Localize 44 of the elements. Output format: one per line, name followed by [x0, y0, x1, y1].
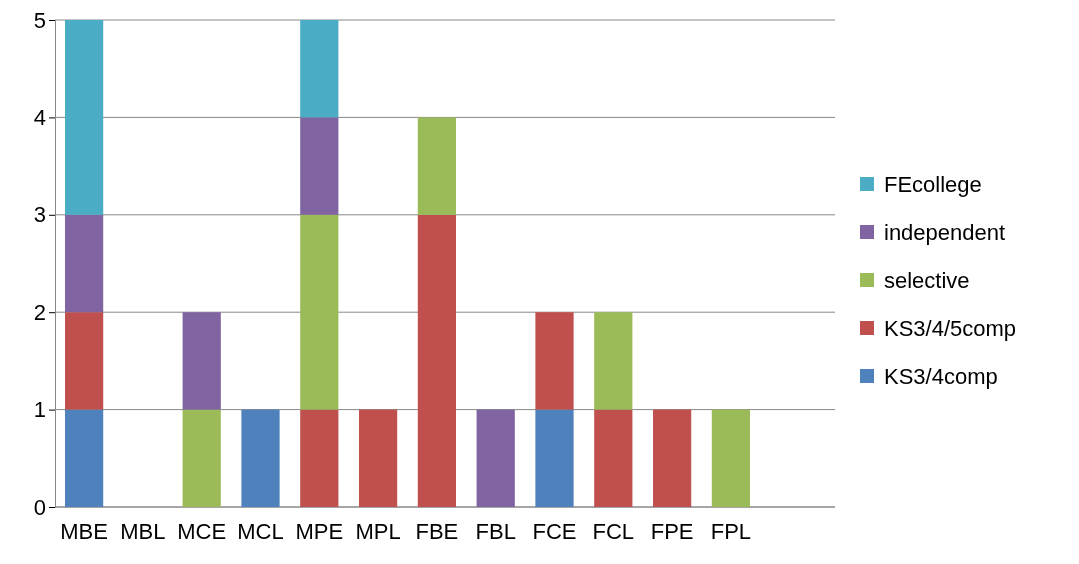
y-tick-label: 4	[33, 104, 46, 130]
bar	[300, 117, 339, 215]
bar	[300, 409, 339, 507]
bar	[300, 20, 339, 118]
legend-label: independent	[884, 220, 1006, 245]
x-tick-label: FCE	[532, 518, 577, 544]
bar	[535, 312, 574, 410]
bar	[417, 214, 457, 507]
bar	[65, 20, 104, 215]
bar	[594, 409, 633, 507]
legend-label: FEcollege	[884, 172, 982, 197]
x-tick-label: MPE	[295, 518, 344, 544]
y-tick-label: 1	[33, 397, 46, 423]
x-tick-label: MCE	[177, 518, 227, 544]
bar	[65, 312, 104, 410]
bar	[417, 117, 457, 215]
x-tick-label: FCL	[592, 518, 635, 544]
bar	[65, 214, 104, 313]
bar	[535, 409, 574, 507]
bar	[241, 409, 280, 507]
legend-label: KS3/4comp	[884, 364, 998, 389]
x-tick-label: MBE	[60, 518, 108, 544]
bar	[652, 409, 692, 507]
x-tick-label: FBL	[475, 518, 516, 544]
bar	[300, 214, 339, 410]
legend-label: selective	[884, 268, 970, 293]
bar	[711, 409, 750, 507]
x-tick-label: MPL	[355, 518, 401, 544]
bar	[182, 409, 221, 507]
x-tick-label: FPE	[650, 518, 694, 544]
bar	[182, 312, 221, 410]
y-tick-label: 5	[33, 7, 46, 33]
bar	[358, 409, 398, 507]
bar	[65, 409, 104, 507]
y-tick-label: 0	[33, 494, 46, 520]
y-tick-label: 3	[33, 202, 46, 228]
x-tick-label: MBL	[120, 518, 166, 544]
x-tick-label: FBE	[415, 518, 459, 544]
bar	[476, 409, 515, 507]
y-tick-label: 2	[33, 299, 46, 325]
x-tick-label: FPL	[710, 518, 752, 544]
x-tick-label: MCL	[237, 518, 284, 544]
bar	[594, 312, 633, 410]
legend-label: KS3/4/5comp	[884, 316, 1017, 341]
